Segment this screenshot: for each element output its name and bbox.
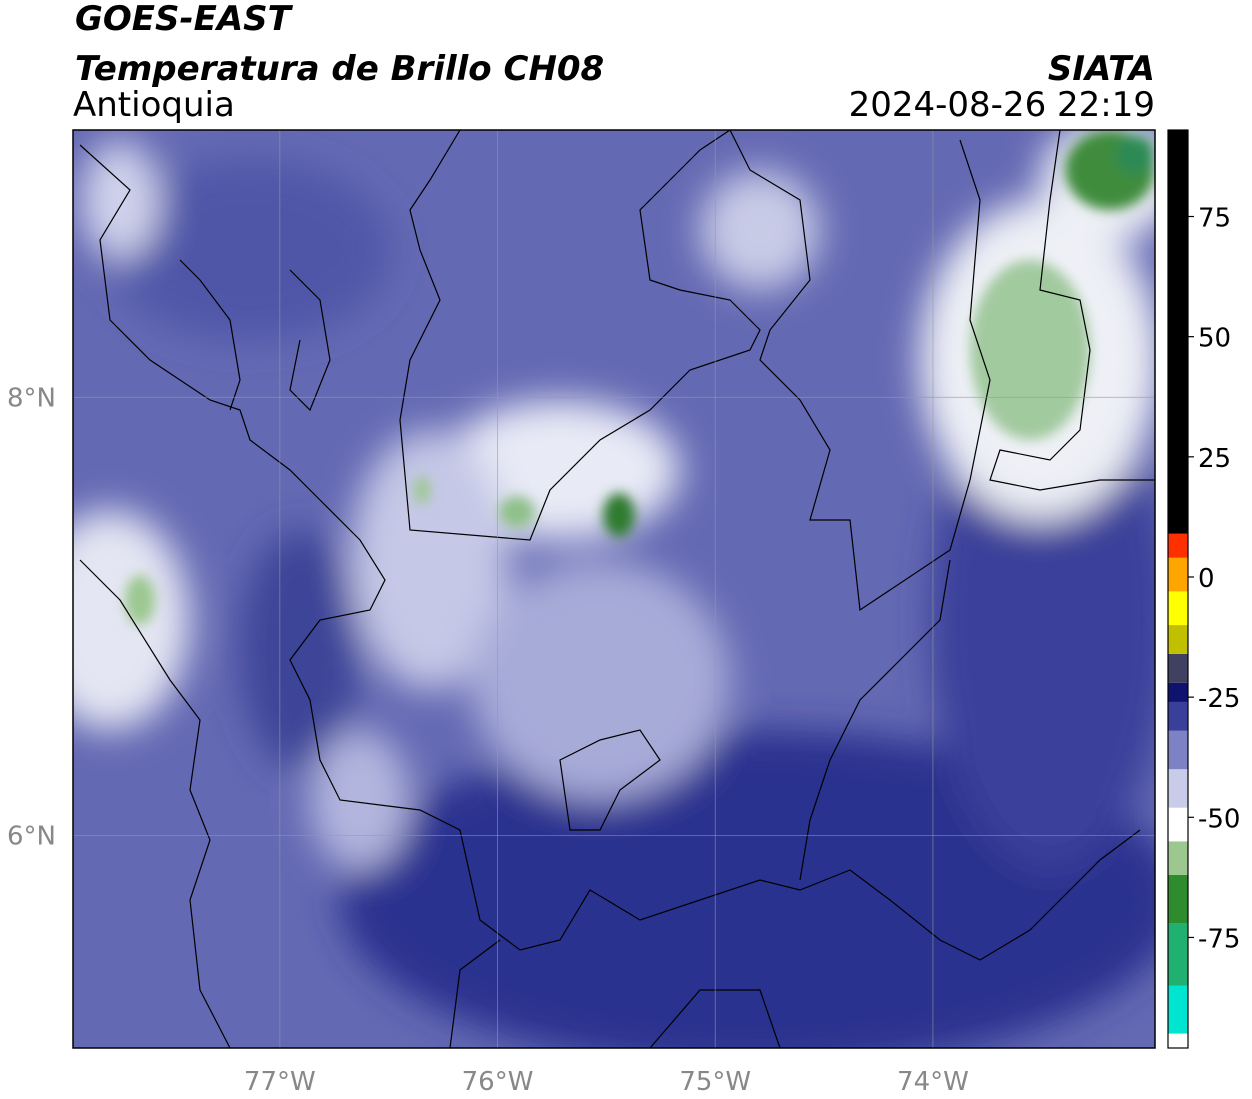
colorbar-segment <box>1168 730 1188 770</box>
lat-tick-label: 6°N <box>7 821 56 851</box>
colorbar-tick-label: 25 <box>1198 444 1231 474</box>
colorbar-segment <box>1168 653 1188 683</box>
colorbar-frame <box>1167 129 1189 1049</box>
colorbar-segment <box>1168 807 1188 842</box>
region: Antioquia <box>73 85 235 125</box>
lon-tick-label: 75°W <box>679 1067 751 1097</box>
colorbar-segment <box>1168 874 1188 924</box>
lon-tick-label: 77°W <box>244 1067 316 1097</box>
colorbar-segment <box>1168 533 1188 558</box>
colorbar-segment <box>1168 923 1188 986</box>
colorbar-segment <box>1168 701 1188 731</box>
colorbar-segment <box>1168 841 1188 875</box>
colorbar-tick-label: -50 <box>1198 804 1240 834</box>
colorbar-segment <box>1168 625 1188 654</box>
source: SIATA <box>1048 49 1155 89</box>
lon-tick-label: 74°W <box>897 1067 969 1097</box>
colorbar-segment <box>1168 769 1188 808</box>
lat-tick-label: 8°N <box>7 383 56 413</box>
colorbar-segment <box>1168 130 1188 534</box>
subtitle: Temperatura de Brillo CH08 <box>75 49 604 89</box>
colorbar-tick-label: -25 <box>1198 684 1240 714</box>
colorbar-segment <box>1168 682 1188 702</box>
colorbar-segment <box>1168 985 1188 1034</box>
colorbar-segment <box>1168 557 1188 592</box>
colorbar: -75 -50 -25 0 25 50 75 <box>1167 129 1240 1049</box>
colorbar-tick-label: 75 <box>1198 204 1231 234</box>
title: GOES-EAST <box>75 0 294 39</box>
lon-tick-label: 76°W <box>462 1067 534 1097</box>
colorbar-tick-label: 0 <box>1198 564 1215 594</box>
colorbar-segment <box>1168 591 1188 626</box>
timestamp: 2024-08-26 22:19 <box>849 85 1155 125</box>
map-frame <box>72 129 1156 1049</box>
colorbar-segment <box>1168 1033 1188 1048</box>
grid <box>73 130 1155 1048</box>
satellite-image <box>73 130 1155 1048</box>
colorbar-tick-label: -75 <box>1198 924 1240 954</box>
colorbar-tick-label: 50 <box>1198 324 1231 354</box>
